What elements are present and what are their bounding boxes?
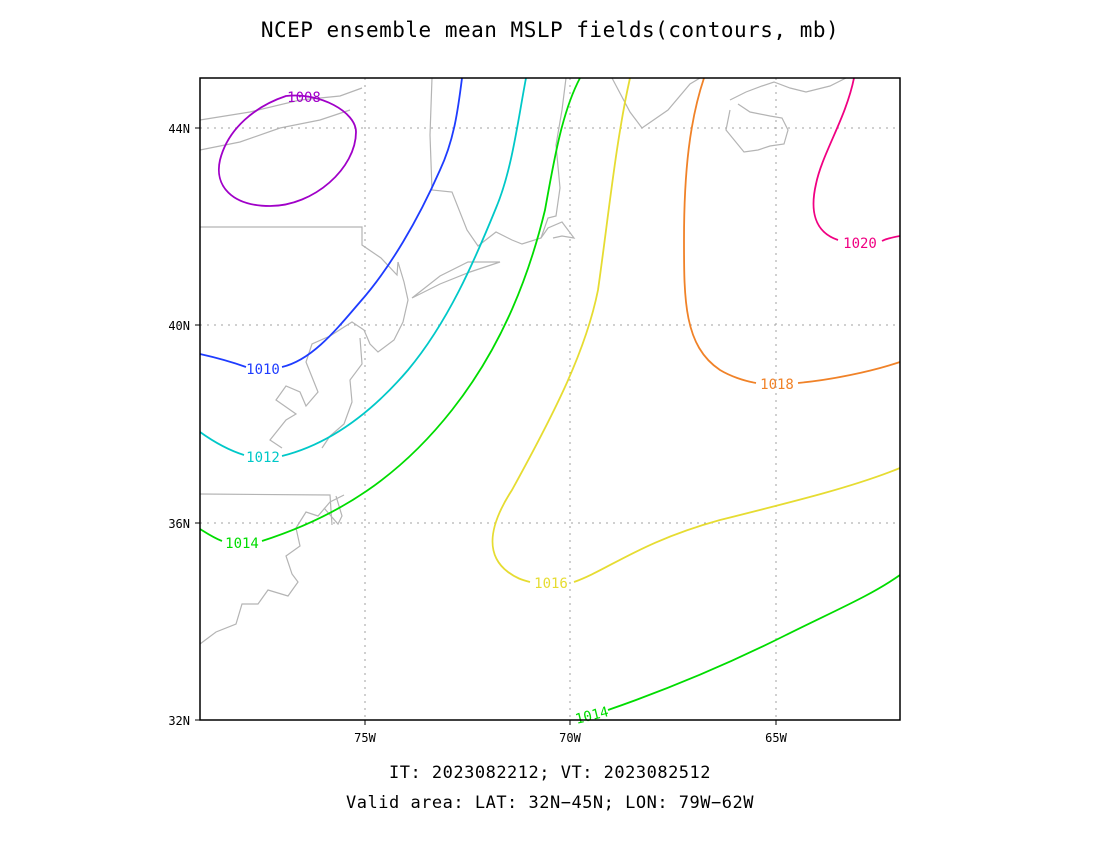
- map-title: NCEP ensemble mean MSLP fields(contours,…: [260, 18, 840, 42]
- coast-outer-banks: [323, 495, 343, 526]
- tick-marks: [195, 127, 777, 725]
- coastlines: [199, 77, 847, 645]
- plot-frame: [199, 77, 901, 721]
- init-valid-time: IT: 2023082212; VT: 2023082512: [388, 763, 712, 783]
- contour-label-1008: 1008: [287, 90, 321, 106]
- coast-new-england: [429, 77, 567, 247]
- coast-carolina: [199, 494, 345, 645]
- isobar-1014-north: [199, 77, 581, 542]
- lat-label-40n: 40N: [168, 319, 190, 333]
- coast-chesapeake: [269, 335, 331, 449]
- lat-label-32n: 32N: [168, 714, 190, 728]
- contour-label-1014-south: 1014: [574, 704, 611, 728]
- isobar-1014-south: [607, 574, 901, 711]
- isobar-1020: [812, 77, 901, 242]
- contour-label-1012: 1012: [246, 450, 280, 466]
- isobar-1012: [199, 77, 527, 457]
- coast-newfoundland: [729, 77, 847, 101]
- coast-cape-breton: [725, 103, 789, 153]
- lon-gridlines: [364, 78, 777, 720]
- contour-label-1018: 1018: [760, 377, 794, 393]
- contour-label-1014: 1014: [225, 536, 259, 552]
- lon-label-65w: 65W: [765, 731, 787, 745]
- isobar-contours: [199, 77, 901, 711]
- coast-nova-scotia: [611, 77, 701, 129]
- state-border-ny-pa: [200, 226, 399, 277]
- lon-tick-labels: 75W 70W 65W: [354, 731, 787, 745]
- isobar-1016: [491, 77, 901, 583]
- lon-label-75w: 75W: [354, 731, 376, 745]
- coast-great-lakes-2: [199, 109, 351, 151]
- coast-ny-nj: [329, 261, 409, 353]
- isobar-1010: [199, 77, 463, 368]
- contour-label-1010: 1010: [246, 362, 280, 378]
- contour-label-1016: 1016: [534, 576, 568, 592]
- lat-gridlines: [200, 127, 900, 524]
- coast-cape-cod: [540, 221, 576, 239]
- contour-label-1020: 1020: [843, 236, 877, 252]
- isobar-1008: [218, 94, 357, 207]
- contour-labels: 1008 1010 1012 1014 1014 1016 1018 1020: [225, 90, 877, 728]
- lat-label-44n: 44N: [168, 122, 190, 136]
- lon-label-70w: 70W: [559, 731, 581, 745]
- coast-long-island: [411, 261, 501, 299]
- coast-delmarva: [321, 337, 363, 449]
- coast-great-lakes: [199, 87, 363, 121]
- state-border-va-nc: [199, 493, 333, 526]
- isobar-1018: [683, 77, 901, 384]
- valid-area: Valid area: LAT: 32N−45N; LON: 79W−62W: [346, 793, 754, 813]
- lat-tick-labels: 32N 36N 40N 44N: [168, 122, 190, 728]
- lat-label-36n: 36N: [168, 517, 190, 531]
